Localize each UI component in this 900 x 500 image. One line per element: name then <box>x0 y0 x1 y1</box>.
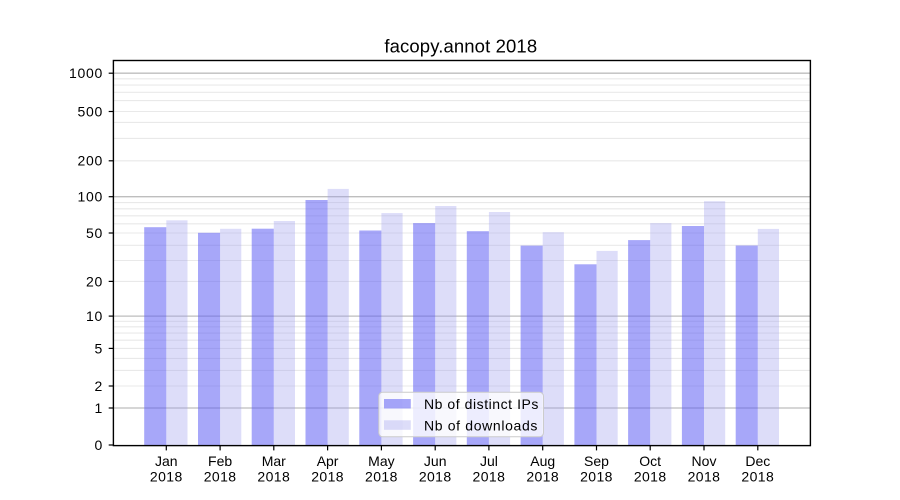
svg-text:2018: 2018 <box>257 469 290 485</box>
svg-text:2018: 2018 <box>526 469 559 485</box>
svg-text:Feb: Feb <box>208 453 232 469</box>
svg-text:2018: 2018 <box>580 469 613 485</box>
svg-text:500: 500 <box>78 103 103 119</box>
svg-text:1000: 1000 <box>69 65 103 81</box>
svg-text:facopy.annot 2018: facopy.annot 2018 <box>384 35 537 56</box>
svg-text:Dec: Dec <box>745 453 770 469</box>
svg-text:50: 50 <box>86 225 103 241</box>
svg-text:1: 1 <box>95 400 104 416</box>
svg-text:2018: 2018 <box>741 469 774 485</box>
svg-text:2018: 2018 <box>311 469 344 485</box>
svg-text:Nb of distinct IPs: Nb of distinct IPs <box>424 396 539 412</box>
svg-text:Oct: Oct <box>639 453 661 469</box>
svg-text:2018: 2018 <box>419 469 452 485</box>
svg-text:5: 5 <box>95 340 104 356</box>
svg-text:Nb of downloads: Nb of downloads <box>424 418 538 434</box>
svg-text:2018: 2018 <box>473 469 506 485</box>
svg-text:10: 10 <box>86 308 103 324</box>
svg-text:Sep: Sep <box>584 453 609 469</box>
svg-text:Aug: Aug <box>530 453 555 469</box>
svg-text:2: 2 <box>95 378 104 394</box>
svg-text:2018: 2018 <box>688 469 721 485</box>
svg-text:Mar: Mar <box>262 453 286 469</box>
svg-text:200: 200 <box>78 153 103 169</box>
svg-text:Jan: Jan <box>155 453 178 469</box>
svg-text:Jul: Jul <box>480 453 498 469</box>
svg-text:100: 100 <box>78 189 103 205</box>
svg-text:0: 0 <box>95 437 104 453</box>
svg-text:Jun: Jun <box>424 453 447 469</box>
svg-text:2018: 2018 <box>365 469 398 485</box>
svg-text:20: 20 <box>86 273 103 289</box>
svg-text:2018: 2018 <box>150 469 183 485</box>
svg-text:May: May <box>368 453 394 469</box>
svg-text:Apr: Apr <box>317 453 339 469</box>
svg-text:2018: 2018 <box>634 469 667 485</box>
svg-text:Nov: Nov <box>692 453 717 469</box>
svg-text:2018: 2018 <box>204 469 237 485</box>
